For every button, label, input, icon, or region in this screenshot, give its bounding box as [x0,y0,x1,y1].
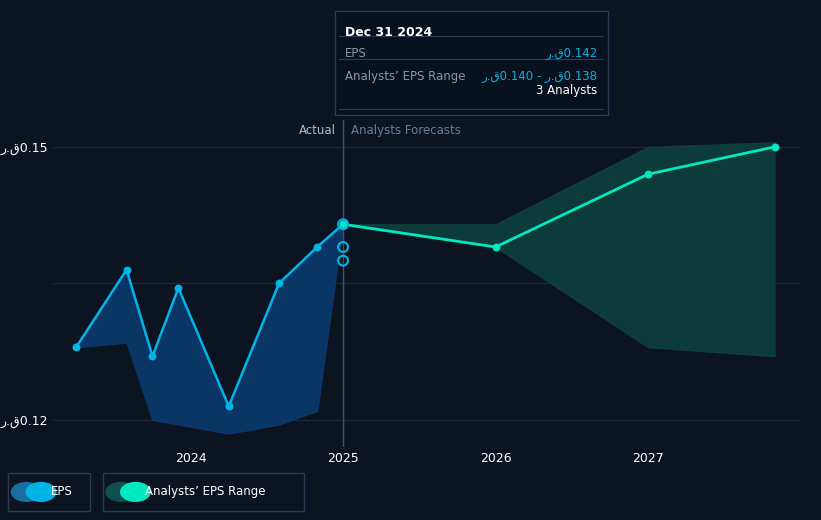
Text: ر.ق0.140 - ر.ق0.138: ر.ق0.140 - ر.ق0.138 [482,70,598,83]
Point [273,279,286,288]
Point [146,352,159,360]
Point [70,343,83,352]
Text: EPS: EPS [51,486,72,498]
Text: Dec 31 2024: Dec 31 2024 [345,26,432,39]
Text: Actual: Actual [299,124,336,137]
Point [489,243,502,251]
Point [172,284,185,292]
Point [337,220,350,228]
Point [337,220,350,228]
Text: EPS: EPS [345,47,366,60]
Point [337,243,350,251]
Text: Analysts Forecasts: Analysts Forecasts [351,124,461,137]
Text: Analysts’ EPS Range: Analysts’ EPS Range [345,70,466,83]
Point [641,170,654,178]
Text: ر.ق0.142: ر.ق0.142 [545,47,598,60]
Point [222,402,236,410]
Point [337,220,350,228]
Point [768,143,781,151]
Text: 3 Analysts: 3 Analysts [536,84,598,97]
Point [120,266,133,274]
Point [310,243,323,251]
Text: Analysts’ EPS Range: Analysts’ EPS Range [145,486,266,498]
Point [337,256,350,265]
